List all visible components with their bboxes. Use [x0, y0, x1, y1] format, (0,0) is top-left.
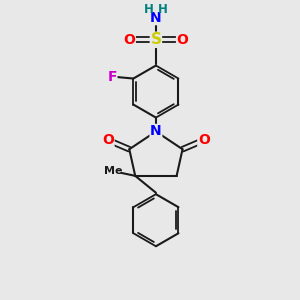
Text: O: O: [198, 134, 210, 147]
Text: O: O: [123, 33, 135, 47]
Text: F: F: [107, 70, 117, 84]
Text: N: N: [150, 11, 162, 25]
Text: O: O: [102, 134, 114, 147]
Text: O: O: [177, 33, 188, 47]
Text: N: N: [150, 124, 162, 139]
Text: S: S: [150, 32, 161, 47]
Text: Me: Me: [104, 167, 122, 176]
Text: H: H: [144, 3, 154, 16]
Text: H: H: [158, 3, 168, 16]
